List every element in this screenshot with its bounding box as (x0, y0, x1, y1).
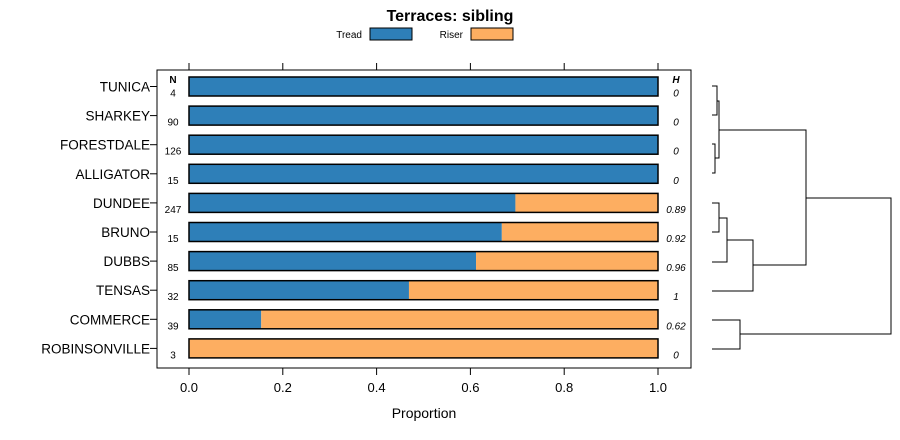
x-tick-label: 0.8 (555, 380, 573, 395)
x-tick-label: 1.0 (649, 380, 667, 395)
legend-swatch-tread (369, 27, 413, 41)
category-label: ALLIGATOR (75, 167, 150, 182)
category-label: ROBINSONVILLE (41, 341, 150, 356)
bar-riser-commerce (261, 309, 658, 329)
bar-tread-dubbs (189, 251, 477, 271)
x-tick-label: 0.2 (274, 380, 292, 395)
bar-outline-forestdale (188, 134, 659, 155)
x-axis: 0.0 0.2 0.4 0.6 0.8 1.0 (180, 63, 667, 395)
chart-title: Terraces: sibling (387, 8, 514, 25)
legend-label-riser: Riser (440, 30, 464, 41)
n-label: 247 (165, 205, 182, 216)
bar-riser-robinsonville (189, 338, 658, 358)
bar-outline-dubbs (188, 250, 659, 272)
n-label: 3 (170, 350, 176, 361)
n-label: 4 (170, 89, 176, 100)
h-label: 0 (673, 350, 679, 361)
h-label: 0.89 (666, 205, 686, 216)
bar-tread-dundee (189, 193, 516, 213)
bar-tread-sharkey (189, 106, 658, 126)
bar-outline-bruno (188, 221, 659, 243)
bar-riser-bruno (501, 222, 658, 242)
h-labels: 0 0 0 0 0.89 0.92 0.96 1 0.62 0 (666, 89, 686, 362)
bar-tread-forestdale (189, 135, 658, 155)
n-label: 32 (167, 292, 179, 303)
category-label: TUNICA (100, 80, 150, 95)
bars (188, 76, 659, 359)
bar-outline-alligator (188, 163, 659, 185)
n-label: 39 (167, 321, 179, 332)
bar-riser-dubbs (476, 251, 658, 271)
h-label: 0 (673, 118, 679, 129)
bar-tread-tunica (189, 77, 658, 96)
x-tick-label: 0.4 (368, 380, 386, 395)
h-label: 0.96 (666, 263, 686, 274)
h-label: 0 (673, 89, 679, 100)
h-column-header: H (672, 75, 680, 86)
bar-tread-commerce (189, 309, 262, 329)
bar-outline-sharkey (188, 105, 659, 126)
bar-tread-alligator (189, 164, 658, 184)
dendrogram-branch (740, 197, 892, 335)
bar-outline-dundee (188, 192, 659, 214)
dendrogram-branch (719, 129, 807, 198)
h-label: 0.62 (666, 321, 686, 332)
x-tick-label: 0.6 (461, 380, 479, 395)
n-label: 85 (167, 263, 179, 274)
bar-outline-robinsonville (188, 338, 659, 359)
legend-swatch-riser (470, 27, 514, 41)
category-label: COMMERCE (70, 312, 150, 327)
category-label: DUBBS (103, 254, 150, 269)
dendrogram-branch (712, 239, 754, 292)
n-column-header: N (169, 75, 176, 86)
bar-outline-tunica (188, 76, 659, 97)
legend: Tread Riser (336, 27, 514, 41)
n-label: 126 (165, 147, 182, 158)
dendrogram-branch (753, 198, 807, 266)
plot-frame (156, 69, 692, 369)
x-tick-label: 0.0 (180, 380, 198, 395)
legend-label-tread: Tread (336, 30, 362, 41)
bar-outline-tensas (188, 279, 659, 301)
category-label: SHARKEY (85, 109, 150, 124)
bar-outline-commerce (188, 309, 659, 330)
dendrogram-branch (712, 143, 716, 174)
category-label: BRUNO (101, 225, 150, 240)
category-label: TENSAS (96, 283, 150, 298)
bar-riser-tensas (408, 280, 658, 300)
n-labels: 4 90 126 15 247 15 85 32 39 3 (165, 89, 182, 362)
bar-riser-dundee (515, 193, 658, 213)
dendrogram (712, 85, 892, 350)
category-label: DUNDEE (93, 196, 150, 211)
x-axis-label: Proportion (392, 405, 457, 421)
dendrogram-branch (712, 202, 720, 233)
bar-tread-tensas (189, 280, 409, 300)
h-label: 0.92 (666, 234, 686, 245)
n-label: 15 (167, 234, 179, 245)
h-label: 1 (673, 292, 679, 303)
h-label: 0 (673, 147, 679, 158)
category-labels: TUNICA SHARKEY FORESTDALE ALLIGATOR DUNDEE BR… (41, 80, 157, 356)
h-label: 0 (673, 176, 679, 187)
category-label: FORESTDALE (60, 138, 150, 153)
dendrogram-branch (712, 85, 718, 116)
bar-tread-bruno (189, 222, 502, 242)
n-label: 90 (167, 118, 179, 129)
dendrogram-branch (712, 319, 741, 350)
n-label: 15 (167, 176, 179, 187)
